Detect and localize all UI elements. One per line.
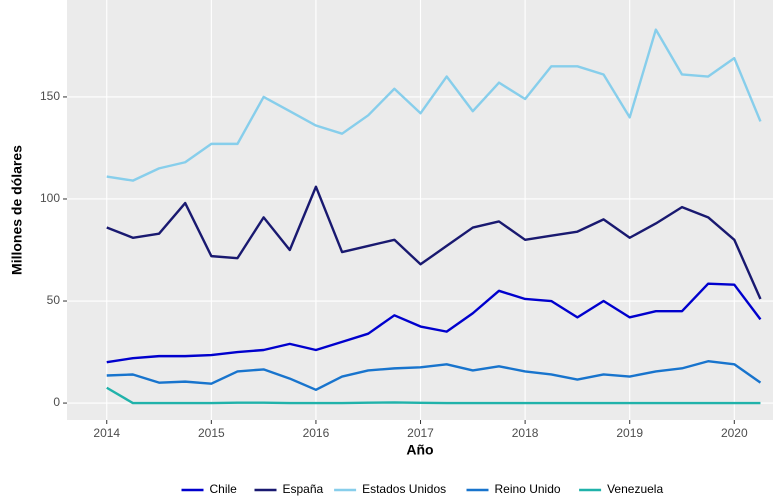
x-tick-label: 2014 xyxy=(93,426,120,440)
x-tick-label: 2018 xyxy=(512,426,539,440)
y-axis-label: Millones de dólares xyxy=(9,145,25,275)
y-tick-label: 150 xyxy=(40,89,60,103)
x-tick-label: 2017 xyxy=(407,426,434,440)
x-tick-label: 2016 xyxy=(303,426,330,440)
legend-label: Reino Unido xyxy=(495,482,561,496)
series-line xyxy=(106,386,761,405)
legend-label: España xyxy=(283,482,324,496)
series-line xyxy=(106,282,762,364)
x-tick-label: 2015 xyxy=(198,426,225,440)
y-tick-label: 50 xyxy=(47,293,61,307)
x-tick-label: 2019 xyxy=(616,426,643,440)
x-axis-label: Año xyxy=(406,442,433,458)
series-line xyxy=(106,360,762,391)
legend-label: Chile xyxy=(210,482,238,496)
y-tick-label: 100 xyxy=(40,191,60,205)
series-line xyxy=(106,185,762,300)
legend-label: Estados Unidos xyxy=(362,482,446,496)
x-tick-label: 2020 xyxy=(721,426,748,440)
legend-label: Venezuela xyxy=(607,482,663,496)
series-line xyxy=(106,28,762,182)
y-tick-label: 0 xyxy=(53,395,60,409)
